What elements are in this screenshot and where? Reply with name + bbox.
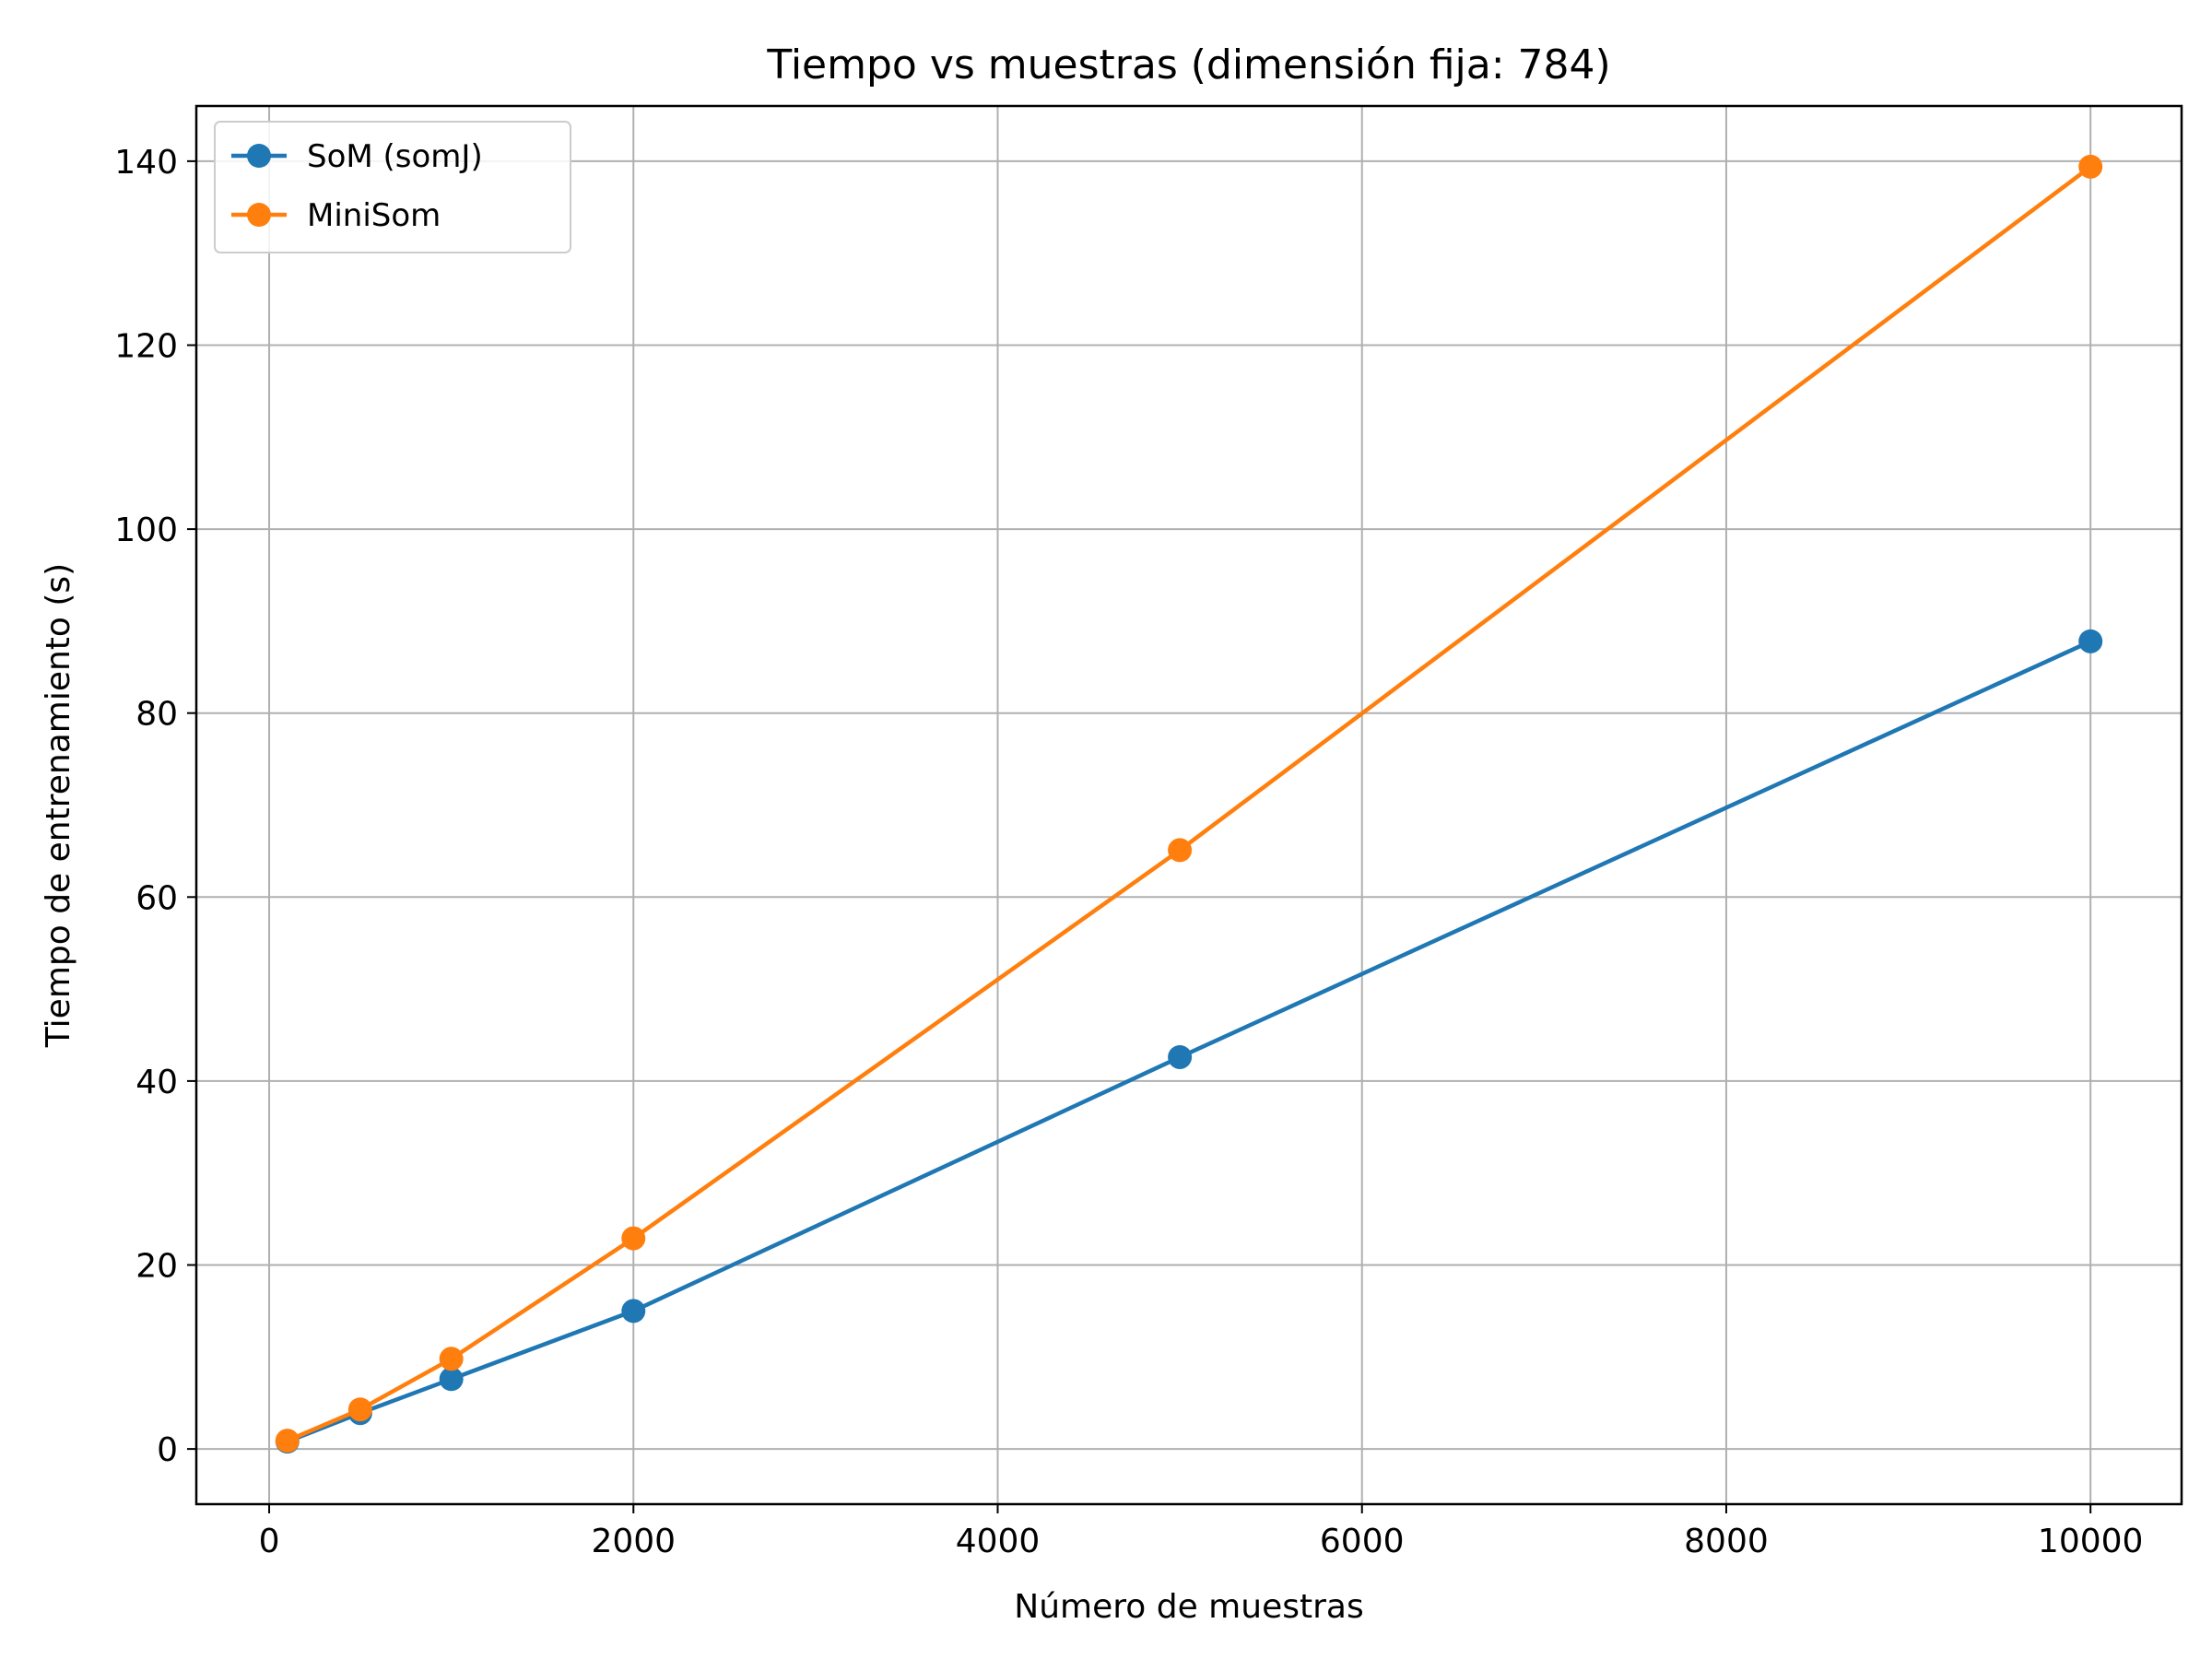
x-tick-label: 8000	[1684, 1523, 1769, 1560]
y-tick-label: 120	[114, 327, 178, 365]
data-point	[347, 1397, 372, 1422]
y-tick-label: 80	[135, 696, 178, 734]
x-tick-label: 0	[259, 1523, 280, 1560]
data-point	[621, 1226, 646, 1251]
data-point	[2078, 154, 2103, 179]
axis-ticks: 0 2000 4000 6000 8000 10000 0 20 40 60 80 100 120 140	[114, 144, 2143, 1560]
y-tick-label: 20	[135, 1248, 178, 1286]
x-tick-label: 6000	[1320, 1523, 1405, 1560]
legend-marker	[247, 203, 271, 227]
legend: SoM (somJ) MiniSom	[214, 121, 571, 253]
series-line	[286, 165, 2092, 1443]
series-line	[286, 639, 2092, 1444]
data-point	[2078, 629, 2103, 653]
y-tick-label: 60	[135, 879, 178, 917]
grid	[196, 106, 2182, 1504]
y-tick-label: 0	[157, 1431, 178, 1469]
x-tick-label: 4000	[956, 1523, 1041, 1560]
legend-label: SoM (somJ)	[307, 138, 483, 175]
x-tick-label: 2000	[591, 1523, 676, 1560]
y-tick-label: 40	[135, 1064, 178, 1101]
y-tick-label: 100	[114, 512, 178, 549]
data-point	[1168, 838, 1193, 863]
chart-title: Tiempo vs muestras (dimensión fija: 784)	[766, 41, 1610, 88]
series-group	[275, 154, 2103, 1454]
series-1	[275, 154, 2103, 1453]
data-point	[1168, 1044, 1193, 1069]
legend-item: MiniSom	[231, 197, 441, 234]
data-point	[621, 1299, 646, 1324]
y-axis-label: Tiempo de entrenamiento (s)	[40, 563, 77, 1048]
data-point	[275, 1429, 300, 1453]
series-0	[275, 629, 2103, 1454]
legend-box	[214, 121, 571, 253]
x-tick-label: 10000	[2038, 1523, 2144, 1560]
legend-item: SoM (somJ)	[231, 138, 483, 175]
legend-label: MiniSom	[307, 197, 441, 234]
data-point	[439, 1347, 464, 1371]
x-axis-label: Número de muestras	[1014, 1588, 1363, 1626]
plot-frame	[194, 104, 2183, 1506]
y-tick-label: 140	[114, 144, 178, 182]
data-point	[439, 1367, 464, 1392]
legend-marker	[247, 144, 271, 168]
